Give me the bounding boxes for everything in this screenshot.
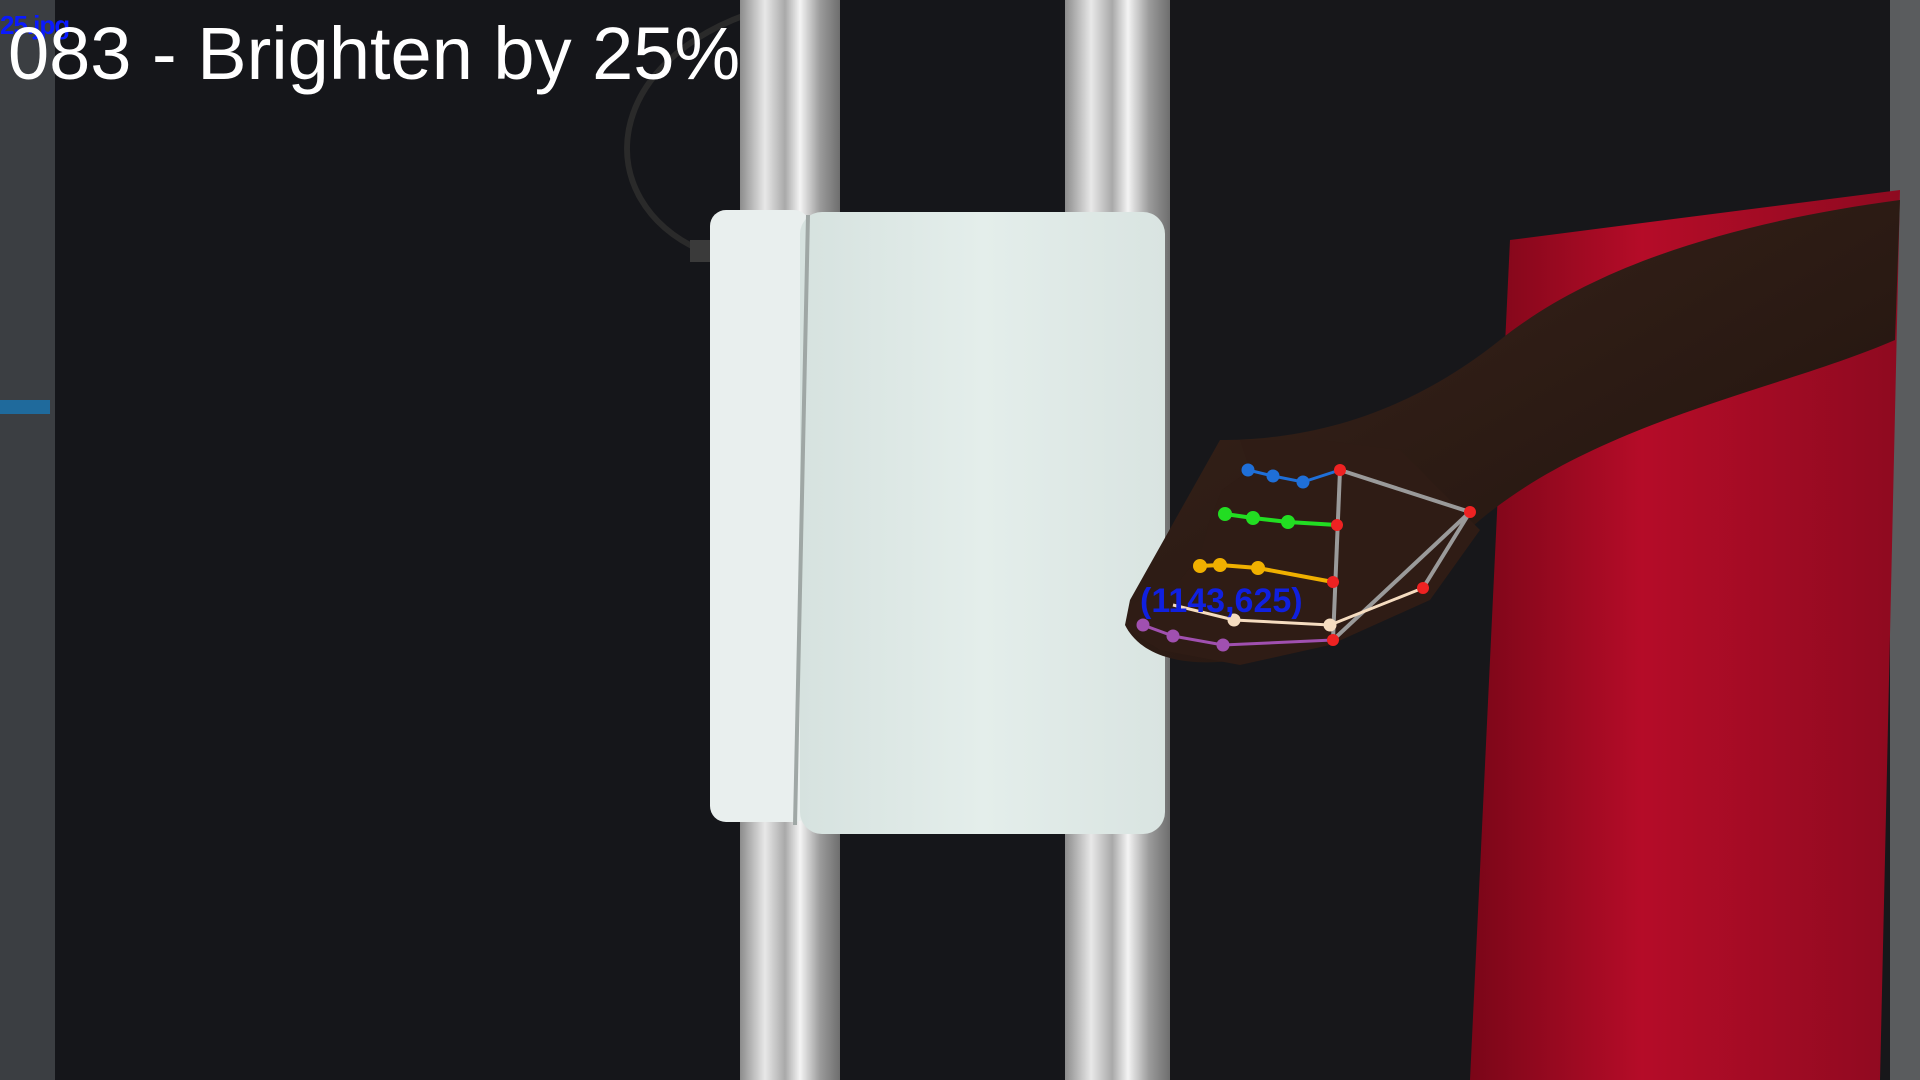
- hand-landmark-skeleton: [1136, 463, 1476, 652]
- usb-cable: [624, 7, 761, 253]
- filename-label: 25.jpg: [0, 10, 70, 40]
- augmentation-title: 083 - Brighten by 25%: [8, 12, 741, 95]
- white-panel: [800, 212, 1165, 834]
- hand: [1128, 440, 1480, 665]
- panel-side: [710, 210, 810, 822]
- coordinate-label: (1143,625): [1140, 582, 1303, 620]
- left-edge-frame: [0, 0, 55, 1080]
